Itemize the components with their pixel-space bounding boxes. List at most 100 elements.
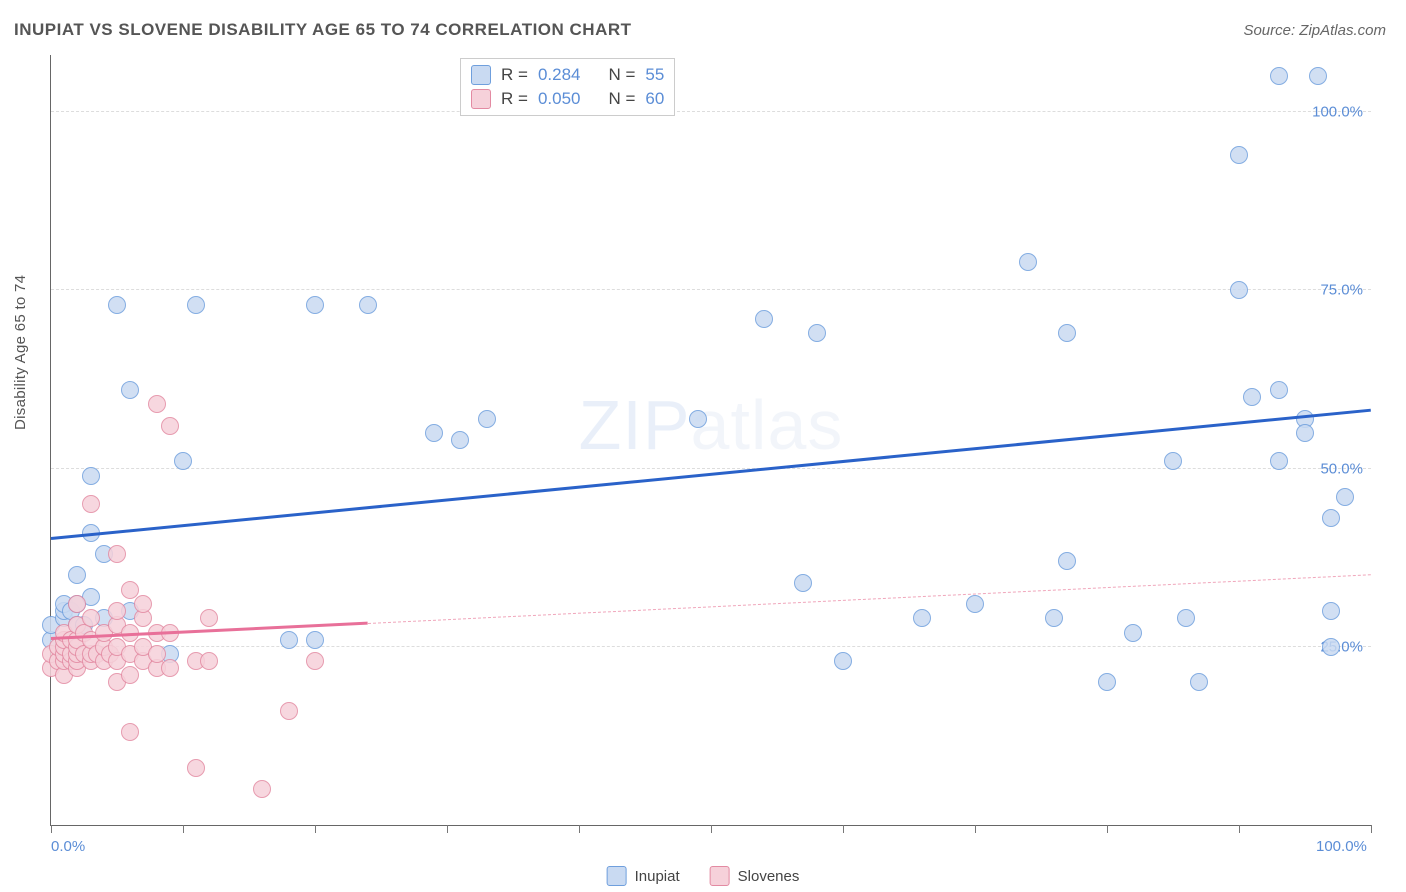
x-tick-label: 0.0% [51,838,85,855]
data-point-inupiat [1322,638,1340,656]
x-tick [711,825,712,833]
data-point-slovenes [148,395,166,413]
data-point-inupiat [121,381,139,399]
stats-row: R = 0.284 N = 55 [471,63,664,87]
x-tick [843,825,844,833]
trend-line-slovenes-dash [368,574,1371,624]
data-point-slovenes [161,417,179,435]
x-tick [1371,825,1372,833]
data-point-inupiat [1058,552,1076,570]
r-value: 0.284 [538,65,581,85]
data-point-inupiat [966,595,984,613]
plot-area: ZIPatlas 25.0%50.0%75.0%100.0%0.0%100.0% [50,55,1371,826]
data-point-slovenes [200,652,218,670]
stats-legend: R = 0.284 N = 55 R = 0.050 N = 60 [460,58,675,116]
data-point-inupiat [425,424,443,442]
data-point-inupiat [913,609,931,627]
stats-row: R = 0.050 N = 60 [471,87,664,111]
x-tick [1239,825,1240,833]
data-point-slovenes [280,702,298,720]
data-point-inupiat [834,652,852,670]
r-label: R = [501,65,528,85]
data-point-inupiat [187,296,205,314]
chart-title: INUPIAT VS SLOVENE DISABILITY AGE 65 TO … [14,20,632,40]
data-point-inupiat [1045,609,1063,627]
r-value: 0.050 [538,89,581,109]
data-point-slovenes [134,595,152,613]
x-tick [1107,825,1108,833]
trend-line-inupiat [51,409,1371,540]
y-tick-label: 100.0% [1312,104,1363,121]
data-point-inupiat [794,574,812,592]
x-tick [315,825,316,833]
data-point-inupiat [1230,146,1248,164]
data-point-inupiat [1243,388,1261,406]
n-label: N = [608,65,635,85]
data-point-inupiat [478,410,496,428]
data-point-inupiat [1270,67,1288,85]
data-point-inupiat [1058,324,1076,342]
data-point-slovenes [200,609,218,627]
grid-line [51,289,1371,290]
data-point-slovenes [161,659,179,677]
data-point-slovenes [121,581,139,599]
y-tick-label: 50.0% [1320,460,1363,477]
data-point-inupiat [1124,624,1142,642]
y-axis-label: Disability Age 65 to 74 [12,275,29,430]
legend-item: Inupiat [607,866,680,886]
data-point-slovenes [82,609,100,627]
data-point-slovenes [121,723,139,741]
data-point-inupiat [1190,673,1208,691]
data-point-inupiat [1164,452,1182,470]
x-tick [579,825,580,833]
data-point-slovenes [121,666,139,684]
legend-label: Slovenes [738,868,800,885]
n-value: 55 [645,65,664,85]
legend-swatch [471,89,491,109]
data-point-inupiat [306,296,324,314]
r-label: R = [501,89,528,109]
watermark-main: ZIP [579,386,691,464]
data-point-inupiat [306,631,324,649]
data-point-inupiat [1270,452,1288,470]
legend-swatch [607,866,627,886]
x-tick-label: 100.0% [1316,838,1367,855]
grid-line [51,111,1371,112]
data-point-inupiat [1336,488,1354,506]
data-point-slovenes [253,780,271,798]
data-point-slovenes [148,645,166,663]
data-point-inupiat [1296,424,1314,442]
data-point-inupiat [451,431,469,449]
n-value: 60 [645,89,664,109]
data-point-inupiat [108,296,126,314]
data-point-slovenes [187,759,205,777]
legend-item: Slovenes [710,866,800,886]
data-point-inupiat [82,467,100,485]
data-point-slovenes [108,545,126,563]
data-point-inupiat [280,631,298,649]
series-legend: Inupiat Slovenes [607,866,800,886]
data-point-inupiat [68,566,86,584]
data-point-inupiat [1098,673,1116,691]
y-tick-label: 75.0% [1320,282,1363,299]
source-label: Source: ZipAtlas.com [1243,22,1386,39]
data-point-inupiat [689,410,707,428]
n-label: N = [608,89,635,109]
data-point-inupiat [1019,253,1037,271]
data-point-slovenes [306,652,324,670]
legend-label: Inupiat [635,868,680,885]
legend-swatch [710,866,730,886]
data-point-slovenes [82,495,100,513]
data-point-slovenes [108,602,126,620]
data-point-inupiat [808,324,826,342]
data-point-inupiat [1230,281,1248,299]
x-tick [183,825,184,833]
data-point-inupiat [1177,609,1195,627]
x-tick [975,825,976,833]
data-point-inupiat [1309,67,1327,85]
grid-line [51,646,1371,647]
watermark-light: atlas [691,386,844,464]
data-point-inupiat [755,310,773,328]
data-point-slovenes [68,595,86,613]
x-tick [51,825,52,833]
